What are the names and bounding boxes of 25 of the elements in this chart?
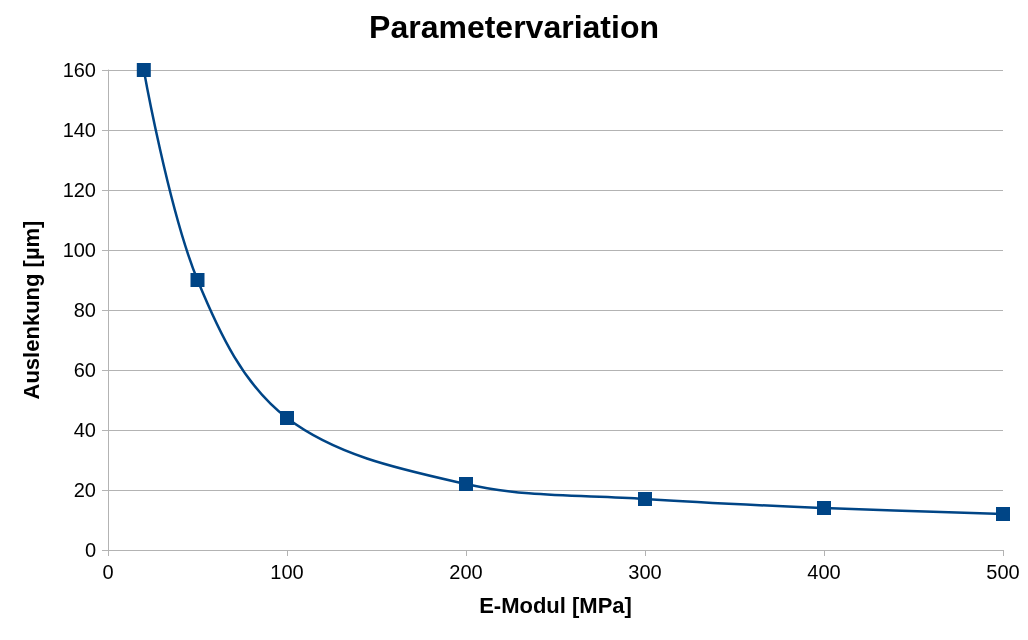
point (280, 411, 294, 425)
y-tick-label: 100 (62, 239, 96, 261)
point (638, 492, 652, 506)
x-tick-label: 0 (102, 561, 114, 583)
point (190, 273, 205, 287)
y-tick-label: 120 (62, 179, 96, 201)
y-tick-label: 0 (84, 539, 96, 561)
x-tick-label: 300 (628, 561, 662, 583)
x-tick-label: 500 (986, 561, 1020, 583)
point (996, 507, 1010, 521)
y-tick-label: 20 (73, 479, 96, 501)
x-axis-title: E-Modul [MPa] (479, 592, 632, 618)
y-tick-label: 80 (73, 299, 96, 321)
x-tick-label: 400 (807, 561, 841, 583)
point (136, 63, 151, 77)
point (817, 501, 831, 515)
chart-title: Parametervariation (369, 9, 659, 45)
y-axis-title: Auslenkung [µm] (18, 220, 44, 400)
y-tick-label: 40 (73, 419, 96, 441)
x-tick-label: 100 (270, 561, 304, 583)
y-tick-label: 160 (62, 59, 96, 81)
y-tick-label: 60 (73, 359, 96, 381)
point (459, 477, 473, 491)
x-tick-label: 200 (449, 561, 483, 583)
y-tick-label: 140 (62, 119, 96, 141)
